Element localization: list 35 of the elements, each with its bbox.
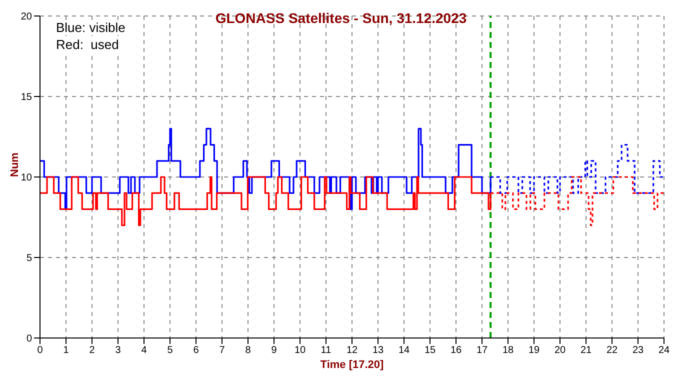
x-tick-label: 21: [580, 345, 592, 356]
y-tick-label: 10: [20, 172, 32, 184]
x-tick-label: 13: [372, 345, 384, 356]
x-tick-label: 18: [502, 345, 514, 356]
y-tick-label: 0: [26, 334, 32, 345]
x-tick-label: 2: [89, 345, 96, 356]
x-tick-label: 17: [476, 345, 488, 356]
chart-title: GLONASS Satellites - Sun, 31.12.2023: [215, 10, 467, 26]
x-tick-label: 24: [658, 345, 670, 356]
y-tick-label: 5: [26, 253, 32, 264]
x-tick-label: 12: [346, 345, 358, 356]
x-tick-label: 8: [245, 345, 252, 356]
annotation: Red: used: [54, 37, 121, 52]
x-tick-label: 14: [398, 345, 410, 356]
y-tick-label: 15: [20, 92, 32, 104]
x-tick-label: 10: [294, 345, 306, 356]
x-tick-label: 6: [193, 345, 200, 356]
x-tick-label: 11: [320, 345, 332, 356]
x-tick-label: 20: [554, 345, 566, 356]
x-tick-label: 16: [450, 345, 462, 356]
annotation: Blue: visible: [54, 20, 128, 35]
x-tick-label: 7: [219, 345, 226, 356]
x-tick-label: 0: [37, 345, 44, 356]
x-tick-label: 22: [606, 345, 618, 356]
x-tick-label: 4: [141, 345, 148, 356]
y-tick-label: 20: [20, 12, 32, 23]
y-axis-title: Num: [8, 152, 21, 177]
x-tick-label: 3: [115, 345, 122, 356]
x-tick-label: 19: [528, 345, 540, 356]
x-tick-label: 23: [632, 345, 644, 356]
x-axis-title: Time [17.20]: [320, 359, 384, 371]
x-tick-label: 1: [63, 345, 70, 356]
x-tick-label: 15: [424, 345, 436, 356]
x-tick-label: 5: [167, 345, 174, 356]
x-tick-label: 9: [271, 345, 278, 356]
